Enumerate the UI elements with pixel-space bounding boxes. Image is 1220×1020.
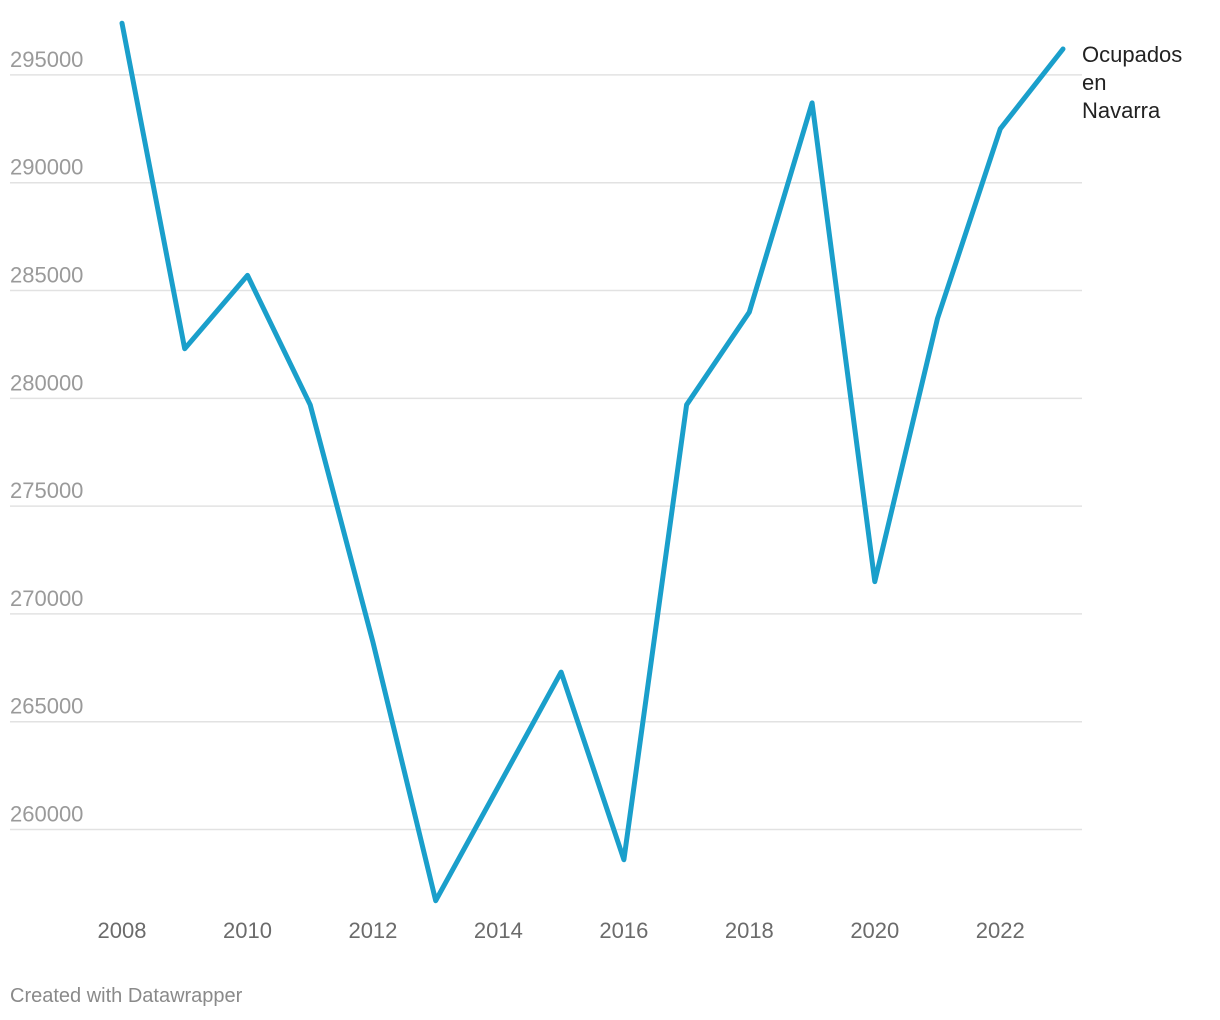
y-tick-label: 280000 xyxy=(10,370,83,395)
y-tick-label: 265000 xyxy=(10,694,83,719)
y-tick-label: 295000 xyxy=(10,47,83,72)
y-tick-label: 275000 xyxy=(10,478,83,503)
series-label: Ocupados en Navarra xyxy=(1082,42,1182,123)
x-tick-label: 2010 xyxy=(223,918,272,943)
y-tick-label: 260000 xyxy=(10,802,83,827)
x-tick-label: 2022 xyxy=(976,918,1025,943)
line-chart: 260000 265000 270000 275000 280000 285000 2900… xyxy=(10,20,1182,943)
x-tick-label: 2012 xyxy=(348,918,397,943)
y-tick-label: 270000 xyxy=(10,586,83,611)
y-tick-label: 285000 xyxy=(10,263,83,288)
x-tick-label: 2016 xyxy=(599,918,648,943)
x-tick-label: 2014 xyxy=(474,918,523,943)
y-tick-label: 290000 xyxy=(10,155,83,180)
credit-footer: Created with Datawrapper xyxy=(10,985,243,1007)
x-tick-label: 2008 xyxy=(98,918,147,943)
series-line xyxy=(119,20,1066,904)
series-label-line: en xyxy=(1082,70,1106,95)
series-label-line: Ocupados xyxy=(1082,42,1182,67)
x-tick-label: 2020 xyxy=(850,918,899,943)
x-tick-label: 2018 xyxy=(725,918,774,943)
gridlines xyxy=(10,74,1082,831)
series-label-line: Navarra xyxy=(1082,98,1161,123)
series-labels: Ocupados en Navarra xyxy=(1082,42,1182,123)
y-axis-ticks: 260000 265000 270000 275000 280000 285000 2900… xyxy=(10,47,83,827)
x-axis-ticks: 2008 2010 2012 2014 2016 2018 2020 2022 xyxy=(98,918,1025,943)
series-lines xyxy=(119,20,1066,904)
